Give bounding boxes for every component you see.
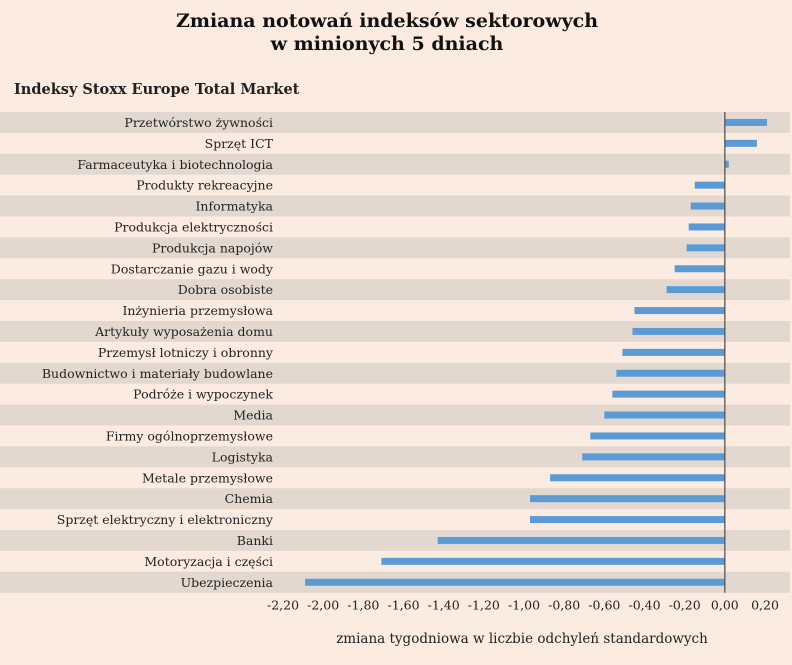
- category-label: Ubezpieczenia: [181, 575, 274, 590]
- row-bands: [0, 112, 790, 593]
- row-band: [0, 488, 790, 510]
- x-axis-label: zmiana tygodniowa w liczbie odchyleń sta…: [336, 631, 708, 647]
- x-tick-label: -1,60: [387, 598, 419, 613]
- bar: [674, 265, 725, 273]
- x-tick-label: -0,20: [669, 598, 701, 613]
- category-label: Przetwórstwo żywności: [124, 115, 273, 130]
- row-band: [0, 279, 790, 301]
- category-label: Budownictwo i materiały budowlane: [42, 366, 273, 381]
- x-tick-label: 0,00: [711, 598, 739, 613]
- category-label: Inżynieria przemysłowa: [122, 303, 273, 318]
- bar: [724, 118, 768, 126]
- bar: [616, 369, 725, 377]
- bar: [381, 557, 725, 565]
- bar: [690, 202, 725, 210]
- category-label: Artykuły wyposażenia domu: [94, 324, 273, 339]
- category-label: Produkcja elektryczności: [114, 219, 273, 234]
- category-label: Firmy ogólnoprzemysłowe: [106, 428, 273, 443]
- bar: [694, 181, 725, 189]
- x-tick-label: -2,20: [267, 598, 299, 613]
- row-band: [0, 446, 790, 468]
- category-label: Produkty rekreacyjne: [136, 178, 273, 193]
- row-band: [0, 195, 790, 217]
- category-labels: Przetwórstwo żywności Sprzęt ICT Farmaceut…: [42, 115, 274, 590]
- bar: [604, 411, 725, 419]
- x-tick-label: -2,00: [307, 598, 339, 613]
- bars: [305, 118, 768, 586]
- category-label: Motoryzacja i części: [144, 554, 273, 569]
- bar: [530, 516, 725, 524]
- x-tick-label: -0,60: [588, 598, 620, 613]
- chart-title: Zmiana notowań indeksów sektorowych w mi…: [0, 10, 774, 56]
- x-tick-label: -1,00: [508, 598, 540, 613]
- category-label: Metale przemysłowe: [142, 470, 273, 485]
- bar: [590, 432, 725, 440]
- bar: [437, 536, 725, 544]
- bar: [632, 327, 725, 335]
- category-label: Media: [233, 408, 273, 423]
- bar: [550, 474, 725, 482]
- category-label: Podróże i wypoczynek: [133, 387, 273, 402]
- x-tick-labels: -2,20 -2,00 -1,80 -1,60 -1,40 -1,20 -1,00 -0,80…: [267, 598, 779, 613]
- category-label: Informatyka: [195, 199, 273, 214]
- x-tick-label: -0,40: [628, 598, 660, 613]
- category-label: Przemysł lotniczy i obronny: [98, 345, 274, 360]
- bar: [724, 160, 729, 168]
- chart-title-line-2: w minionych 5 dniach: [270, 33, 504, 55]
- chart-subtitle: Indeksy Stoxx Europe Total Market: [14, 81, 300, 98]
- category-label: Produkcja napojów: [152, 240, 273, 255]
- row-band: [0, 153, 790, 175]
- category-label: Banki: [237, 533, 273, 548]
- bar: [724, 139, 757, 147]
- row-band: [0, 321, 790, 342]
- category-label: Chemia: [225, 491, 274, 506]
- bar: [305, 578, 725, 586]
- category-label: Sprzęt elektryczny i elektroniczny: [57, 512, 274, 527]
- category-label: Farmaceutyka i biotechnologia: [77, 157, 273, 172]
- bar: [622, 348, 725, 356]
- bar: [612, 390, 725, 398]
- bar: [530, 495, 725, 503]
- bar: [686, 244, 725, 252]
- category-label: Logistyka: [212, 449, 274, 464]
- row-band: [0, 404, 790, 426]
- category-label: Sprzęt ICT: [205, 136, 274, 151]
- row-band: [0, 112, 790, 133]
- bar: [634, 307, 725, 315]
- x-tick-label: -1,80: [347, 598, 379, 613]
- row-band: [0, 530, 790, 551]
- category-label: Dobra osobiste: [178, 282, 273, 297]
- category-label: Dostarczanie gazu i wody: [111, 261, 274, 276]
- x-tick-label: -1,40: [428, 598, 460, 613]
- x-tick-label: 0,20: [751, 598, 779, 613]
- bar: [688, 223, 725, 231]
- row-band: [0, 237, 790, 259]
- bar: [666, 286, 725, 294]
- x-tick-label: -1,20: [468, 598, 500, 613]
- chart-title-line-1: Zmiana notowań indeksów sektorowych: [175, 10, 599, 32]
- row-band: [0, 362, 790, 384]
- x-tick-label: -0,80: [548, 598, 580, 613]
- bar: [582, 453, 725, 461]
